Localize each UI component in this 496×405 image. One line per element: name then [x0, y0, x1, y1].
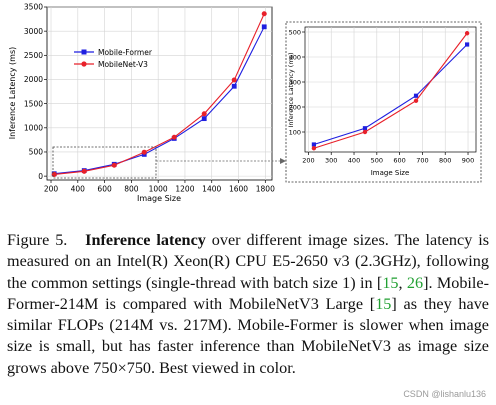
point-mobilenet-v3: [311, 146, 317, 151]
x-tick-label: 1800: [256, 185, 275, 194]
x-tick-label: 1200: [175, 185, 194, 194]
point-mobilenet-v3: [261, 11, 267, 17]
point-mobilenet-v3: [464, 31, 470, 36]
x-tick-label: 400: [348, 157, 360, 165]
zoom-region-box: [52, 146, 157, 179]
x-tick-label: 700: [416, 157, 428, 165]
main-plot-frame: [46, 6, 273, 181]
legend: Mobile-Former MobileNet-V3: [74, 48, 153, 69]
y-tick-label: 400: [289, 53, 301, 61]
inset-chart: 200 300 400 500 600 700 800 900 100 200 300 400 500…: [285, 21, 482, 183]
y-tick-label: 3500: [24, 3, 43, 12]
point-mobilenet-v3: [413, 98, 419, 103]
citation-link-15b[interactable]: 15: [375, 294, 392, 313]
figure-caption: Figure 5. Inference latency over differe…: [7, 230, 489, 379]
inset-series-layer: [311, 31, 470, 151]
point-mobile-former: [413, 93, 419, 98]
x-tick-label: 500: [371, 157, 383, 165]
main-x-ticks: 200 400 600 800 1000 1200 1400 1600 1800: [44, 180, 275, 194]
y-tick-label: 0: [38, 172, 43, 181]
inset-y-axis-title: Inference Latency (ms): [287, 52, 295, 127]
point-mobile-former: [261, 24, 267, 30]
inset-x-axis-title: Image Size: [371, 169, 410, 177]
y-tick-label: 200: [289, 103, 301, 111]
point-mobilenet-v3: [231, 77, 237, 83]
y-tick-label: 2000: [24, 75, 43, 84]
point-mobilenet-v3: [201, 111, 207, 117]
citation-link-26[interactable]: 26: [406, 273, 424, 292]
y-tick-label: 500: [29, 148, 44, 157]
point-mobile-former: [311, 142, 316, 147]
x-tick-label: 800: [124, 185, 139, 194]
y-tick-label: 100: [289, 128, 301, 136]
x-tick-label: 900: [462, 157, 474, 165]
point-mobilenet-v3: [81, 168, 87, 174]
x-tick-label: 200: [44, 185, 59, 194]
x-tick-label: 1400: [202, 185, 221, 194]
main-series-layer: [51, 11, 267, 177]
main-chart: 200 400 600 800 1000 1200 1400 1600 1800 0 500 100…: [8, 3, 275, 203]
y-tick-label: 500: [289, 28, 301, 36]
watermark: CSDN @lishanlu136: [403, 389, 486, 399]
figure: 200 400 600 800 1000 1200 1400 1600 1800 0500100…: [8, 3, 482, 203]
point-mobilenet-v3: [362, 129, 368, 135]
main-x-axis-title: Image Size: [137, 194, 181, 203]
main-grid: [47, 6, 272, 180]
point-mobile-former: [201, 116, 207, 122]
point-mobilenet-v3: [51, 171, 57, 177]
caption-bold-title: Inference latency: [85, 231, 206, 249]
caption-text-1: over different image sizes. The latency …: [7, 231, 490, 292]
legend-marker-mobilenet-v3: [81, 61, 87, 67]
point-mobile-former: [362, 126, 368, 131]
y-tick-label: 2500: [24, 51, 43, 60]
point-mobilenet-v3: [171, 134, 177, 140]
legend-label-mobile-former: Mobile-Former: [98, 48, 153, 57]
inset-y-ticks: 100 200 300 400 500: [289, 28, 305, 136]
point-mobilenet-v3: [111, 162, 117, 168]
zoom-connector: [156, 158, 286, 164]
caption-text-4: ] as they have similar FLOPs (214M vs. 2…: [7, 294, 489, 377]
x-tick-label: 1000: [149, 185, 168, 194]
x-tick-label: 1600: [229, 185, 248, 194]
series-line-mobilenet-v3: [54, 13, 265, 175]
x-tick-label: 800: [439, 157, 451, 165]
series-line-mobilenet-v3: [313, 32, 468, 149]
caption-text-3: ]. Mobile-Former-214M is compared with M…: [7, 273, 490, 313]
inset-x-ticks: 200 300 400 500 600 700 800 900: [302, 152, 474, 165]
citation-link-15[interactable]: 15: [382, 273, 399, 292]
y-tick-label: 1500: [24, 99, 43, 108]
inset-plot-frame: [304, 26, 477, 153]
y-tick-label: 1000: [24, 123, 43, 132]
x-tick-label: 600: [393, 157, 405, 165]
point-mobile-former: [465, 42, 470, 47]
main-y-axis-title: Inference Latency (ms): [8, 47, 17, 140]
y-tick-label: 300: [289, 78, 301, 86]
x-tick-label: 300: [325, 157, 337, 165]
series-line-mobile-former: [54, 26, 265, 175]
point-mobilenet-v3: [141, 149, 147, 155]
y-tick-label: 3000: [24, 27, 43, 36]
main-y-ticks: 0 500 1000 1500 2000 2500 3000 3500: [24, 3, 47, 181]
point-mobile-former: [231, 83, 237, 89]
series-line-mobile-former: [313, 44, 468, 146]
x-tick-label: 400: [71, 185, 86, 194]
x-tick-label: 600: [97, 185, 112, 194]
x-tick-label: 200: [302, 157, 314, 165]
caption-figure-label: Figure 5.: [7, 231, 68, 249]
caption-text-2: ,: [398, 273, 407, 292]
legend-label-mobilenet-v3: MobileNet-V3: [98, 60, 148, 69]
legend-marker-mobile-former: [81, 49, 87, 55]
